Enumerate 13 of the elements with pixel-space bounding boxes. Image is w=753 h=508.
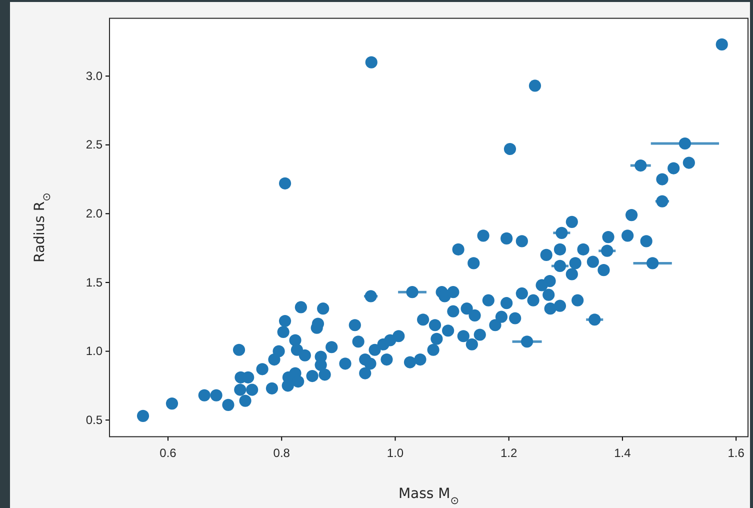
y-tick-label: 2.0 <box>86 206 103 221</box>
x-tick-label: 0.8 <box>273 446 290 460</box>
y-tick-label: 3.0 <box>86 68 103 83</box>
x-tick-label: 0.6 <box>160 446 177 460</box>
x-axis-title: Mass M$_{⊙}$ <box>398 486 460 507</box>
x-tick-label: 1.4 <box>614 446 632 460</box>
y-tick-label: 2.5 <box>86 138 103 152</box>
x-tick-label: 1.2 <box>500 446 518 460</box>
y-tick-label: 1.5 <box>86 275 103 290</box>
y-tick-label: 0.5 <box>86 412 103 427</box>
x-tick-label: 1.6 <box>728 446 745 460</box>
x-tick-label: 1.0 <box>386 446 404 460</box>
y-tick-label: 1.0 <box>86 344 103 358</box>
